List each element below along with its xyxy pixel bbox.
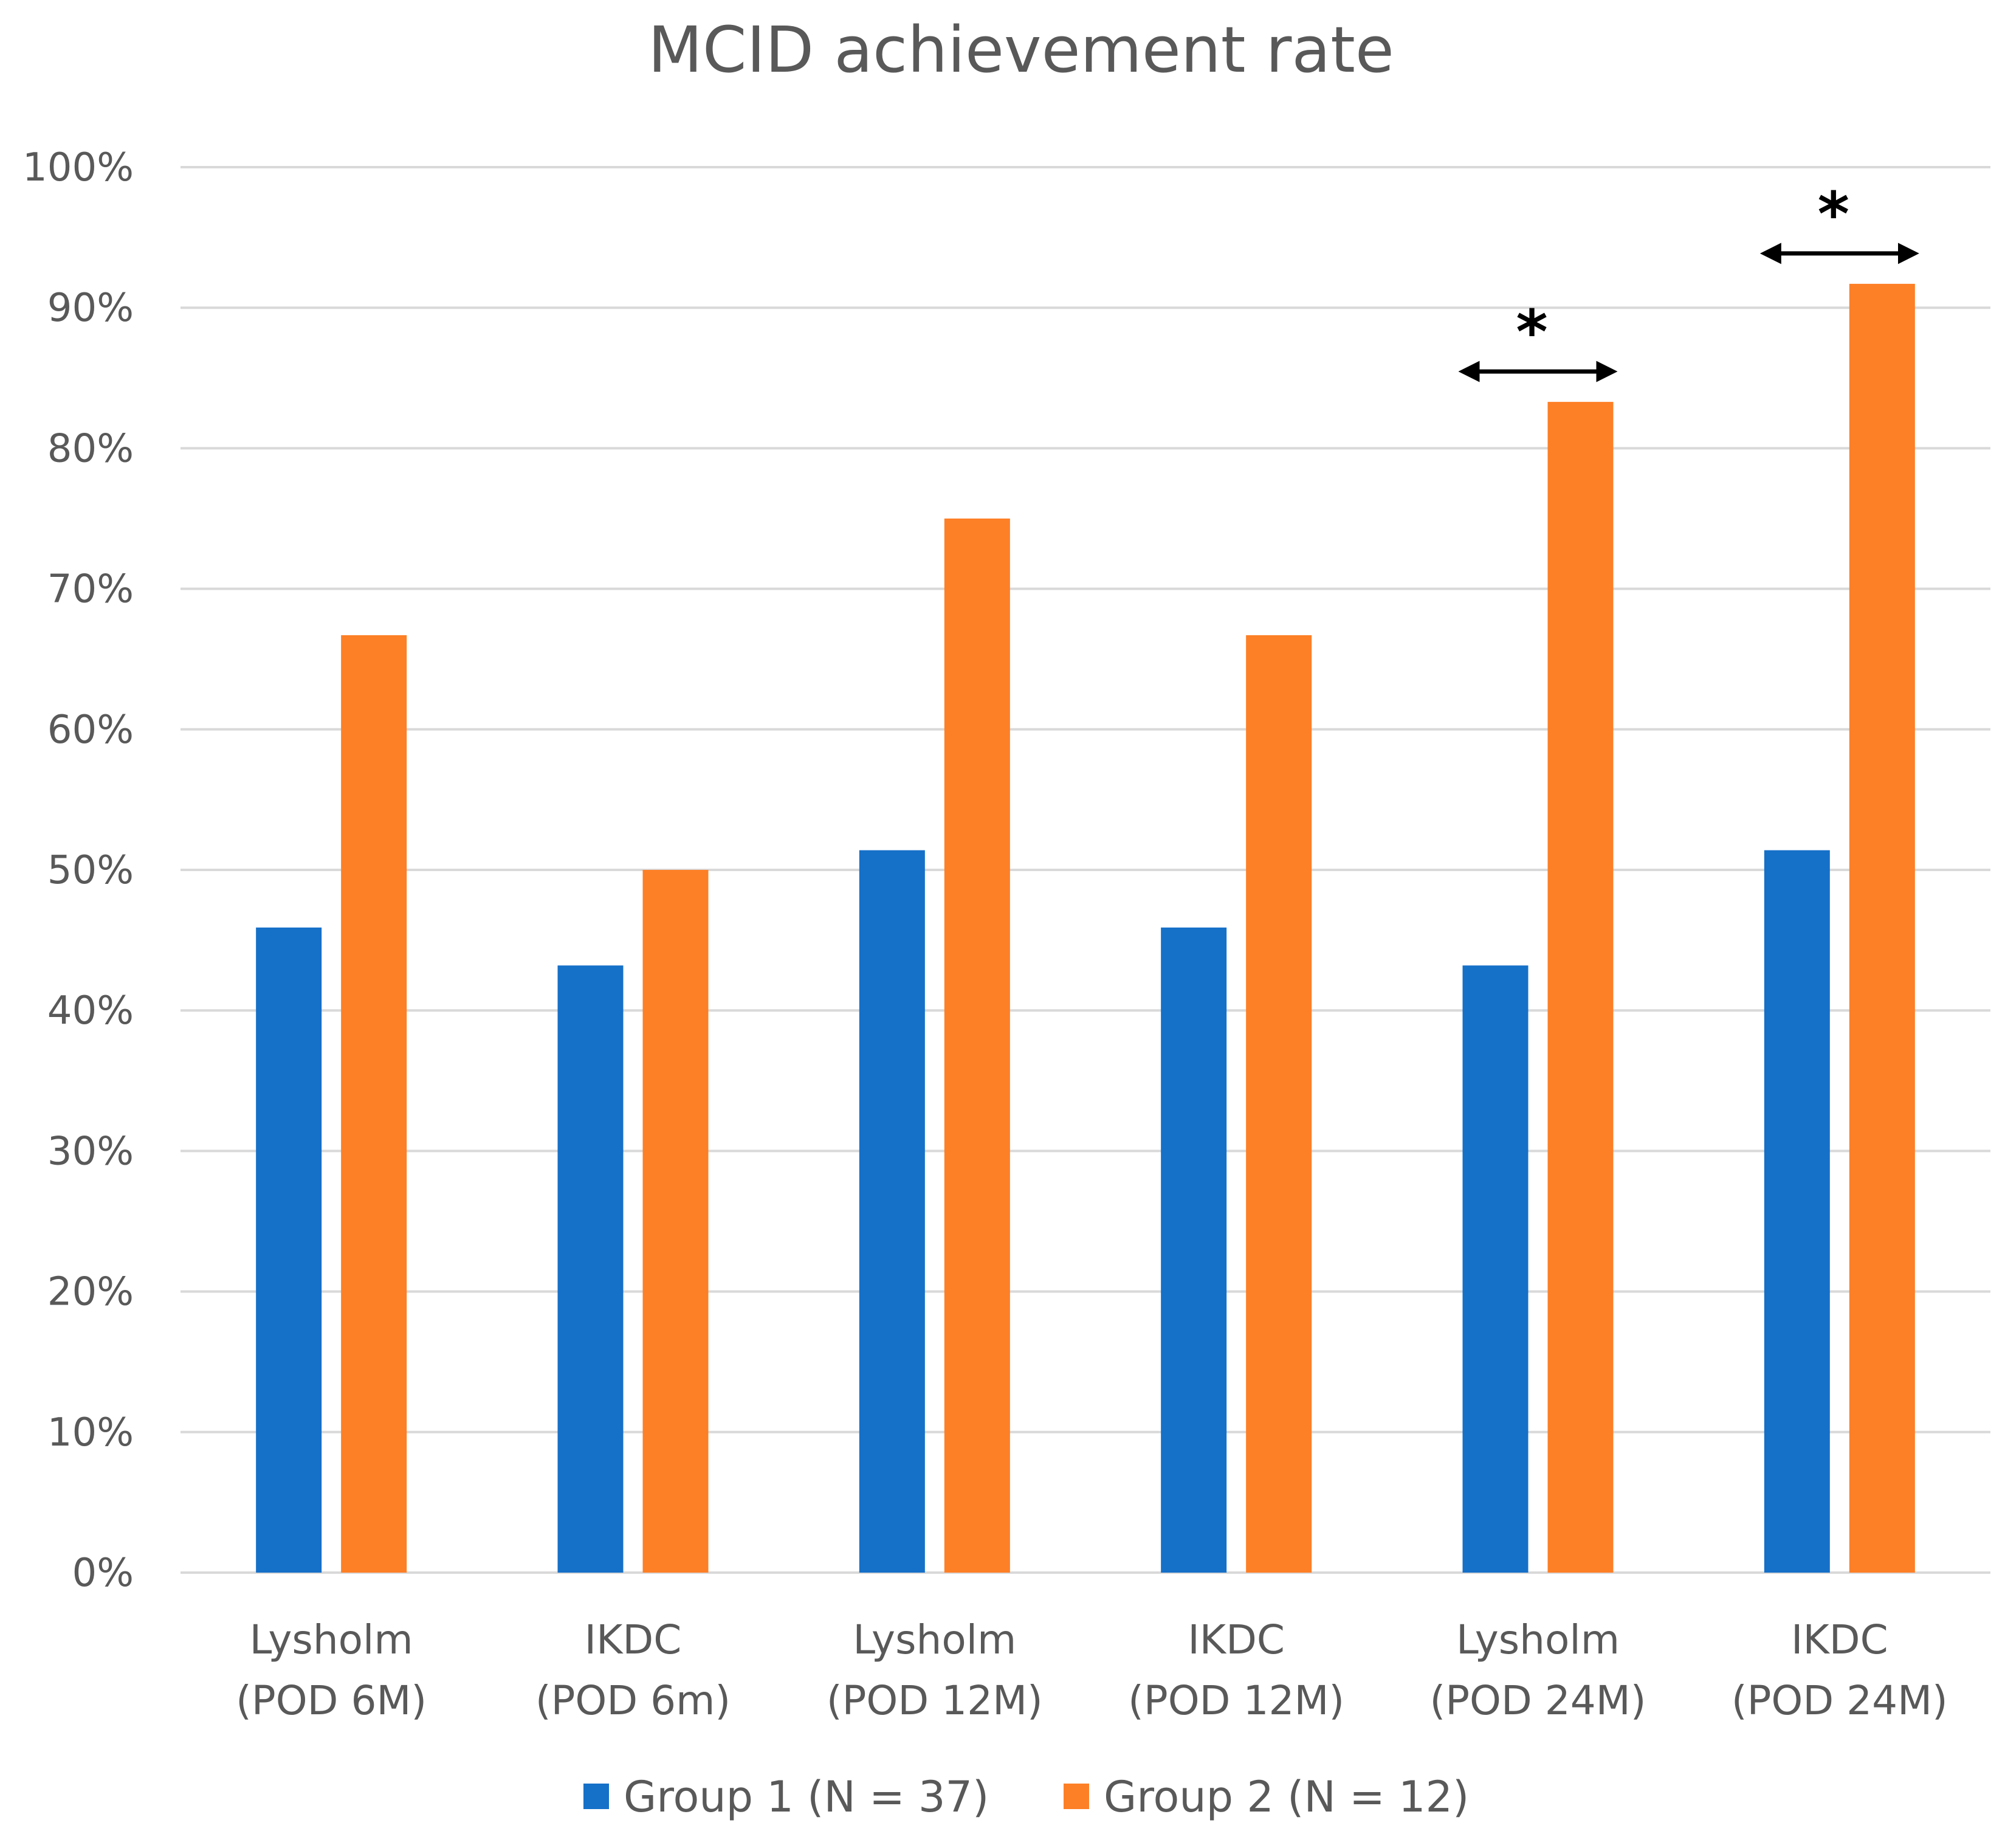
y-tick-label: 20% [47,1270,134,1315]
y-axis: 0% 10% 20% 30% 40% 50% 60% 70% 80% 90% 100% [22,145,134,1596]
bar-series-1-category-5 [1462,965,1529,1573]
bar-series-2-category-1 [341,635,407,1573]
x-tick-label: Lysholm (POD 6M) [236,1616,427,1724]
legend-swatch [583,1784,609,1809]
bar-series-1-category-2 [557,965,624,1573]
significance-star: * [1818,179,1849,250]
annotations: ** [1458,179,1919,382]
significance-star: * [1516,297,1547,368]
bar-series-1-category-6 [1764,850,1830,1573]
x-tick-label: IKDC (POD 12M) [1128,1616,1344,1724]
y-tick-label: 70% [47,567,134,612]
x-axis: Lysholm (POD 6M) IKDC (POD 6m) Lysholm (POD 1… [236,1616,1948,1724]
bar-series-1-category-4 [1161,927,1227,1573]
y-tick-label: 90% [47,286,134,331]
y-tick-label: 80% [47,426,134,471]
legend-label: Group 1 (N = 37) [624,1772,989,1822]
y-tick-label: 100% [22,145,134,190]
x-tick-label: IKDC (POD 6m) [535,1616,731,1724]
gridlines [181,166,1990,1574]
x-tick-label: IKDC (POD 24M) [1732,1616,1948,1724]
bar-series-2-category-4 [1246,635,1312,1573]
y-tick-label: 50% [47,848,134,893]
y-tick-label: 40% [47,988,134,1033]
legend-swatch [1064,1784,1089,1809]
bar-series-2-category-5 [1547,402,1614,1573]
bar-series-1-category-3 [859,850,925,1573]
bars [256,283,1915,1573]
y-tick-label: 30% [47,1129,134,1174]
x-tick-label: Lysholm (POD 12M) [827,1616,1043,1724]
bar-series-2-category-6 [1849,283,1915,1573]
y-tick-label: 60% [47,708,134,753]
legend: Group 1 (N = 37) Group 2 (N = 12) [583,1772,1469,1822]
bar-series-2-category-3 [944,519,1010,1573]
bar-series-1-category-1 [256,927,322,1573]
y-tick-label: 0% [72,1551,134,1596]
chart-title: MCID achievement rate [648,13,1394,87]
y-tick-label: 10% [47,1410,134,1455]
bar-series-2-category-2 [642,870,709,1573]
x-tick-label: Lysholm (POD 24M) [1430,1616,1646,1724]
legend-label: Group 2 (N = 12) [1104,1772,1469,1822]
